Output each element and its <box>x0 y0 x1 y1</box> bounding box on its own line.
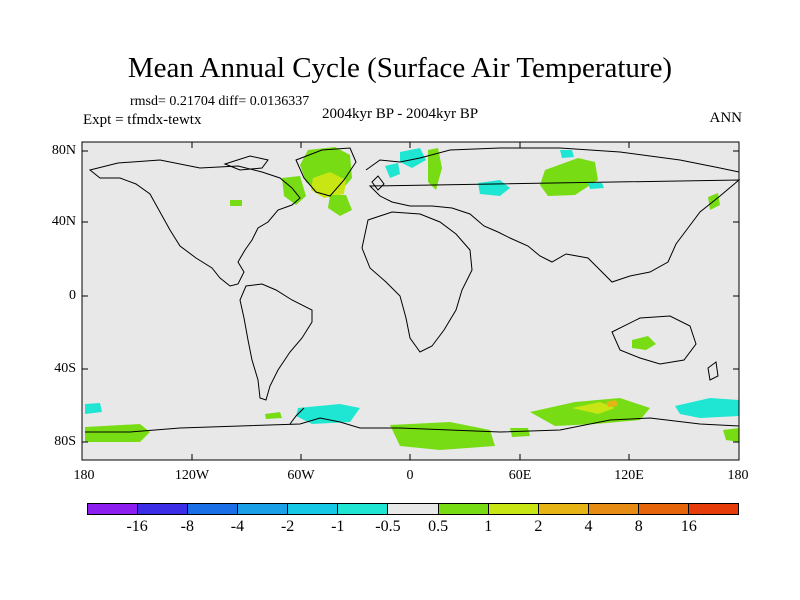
x-label-120w: 120W <box>174 468 210 483</box>
colorbar <box>87 503 739 515</box>
y-label-80s: 80S <box>54 434 76 449</box>
colorbar-segment <box>488 504 539 514</box>
coastline-africa <box>361 211 473 353</box>
anomaly-australia <box>632 336 656 350</box>
anomaly-antarctic-small <box>510 428 530 437</box>
colorbar-segment <box>338 504 389 514</box>
coastline-antarctic-peninsula <box>289 407 305 425</box>
anomaly-antarctic-peninsula-small <box>265 412 282 419</box>
anomaly-north-pacific <box>708 193 720 210</box>
colorbar-label: 0.5 <box>428 518 449 535</box>
colorbar-segment <box>138 504 189 514</box>
y-label-0: 0 <box>69 288 76 303</box>
anomaly-north-atlantic <box>328 195 352 216</box>
colorbar-segment <box>88 504 139 514</box>
colorbar-label: 2 <box>534 518 543 535</box>
coastline-canada-islands <box>223 155 269 171</box>
anomaly-south-pacific-cool <box>85 403 102 414</box>
x-label-180-left: 180 <box>73 468 95 483</box>
anomaly-east-asia <box>588 183 604 189</box>
colorbar-label: -16 <box>126 518 148 535</box>
coastline-north-america <box>88 159 301 287</box>
experiment-label: Expt = tfmdx-tewtx <box>83 112 202 128</box>
colorbar-segment <box>238 504 289 514</box>
anomaly-ross-sea <box>675 398 739 418</box>
y-label-40s: 40S <box>54 361 76 376</box>
period-label: 2004kyr BP - 2004kyr BP <box>322 106 479 122</box>
colorbar-label: -2 <box>280 518 295 535</box>
anomaly-antarctic-indian-warm <box>572 402 615 414</box>
colorbar-segment <box>438 504 489 514</box>
colorbar-segment <box>188 504 239 514</box>
coastline-britain <box>371 175 385 191</box>
colorbar-segment <box>538 504 589 514</box>
colorbar-label: -4 <box>230 518 245 535</box>
colorbar-label: 4 <box>584 518 593 535</box>
anomaly-antarctic-east-edge <box>723 428 739 442</box>
rmsd-diff-stats: rmsd= 0.21704 diff= 0.0136337 <box>130 94 310 109</box>
coastline-australia <box>611 315 697 365</box>
colorbar-segment <box>638 504 689 514</box>
colorbar-label: -1 <box>331 518 345 535</box>
coastline-greenland <box>295 147 357 197</box>
anomaly-scandinavia <box>385 163 400 178</box>
coastline-south-america <box>239 283 313 401</box>
anomaly-antarctic-strong-warm <box>606 400 618 407</box>
page-title: Mean Annual Cycle (Surface Air Temperatu… <box>127 52 673 84</box>
anomaly-nordic <box>428 148 442 190</box>
anomaly-north-america <box>230 200 242 206</box>
anomaly-weddell <box>296 404 360 424</box>
colorbar-label: -0.5 <box>375 518 401 535</box>
colorbar-segment <box>688 504 739 514</box>
colorbar-segment <box>388 504 439 514</box>
anomaly-antarctic-west <box>85 424 150 442</box>
colorbar-segment <box>588 504 639 514</box>
coastline-antarctica <box>85 417 740 433</box>
colorbar-label: 8 <box>634 518 643 535</box>
axis-ticks <box>82 142 739 460</box>
coastline-new-zealand <box>707 361 719 381</box>
anomaly-greenland-warm <box>311 172 346 198</box>
colorbar-label: 1 <box>484 518 493 535</box>
coastline-eurasia <box>365 147 741 283</box>
x-label-180-right: 180 <box>727 468 749 483</box>
x-label-120e: 120E <box>614 468 644 483</box>
anomaly-siberia-warm <box>540 158 598 196</box>
anomaly-patches <box>85 147 739 450</box>
anomaly-barents <box>400 148 426 168</box>
x-label-60e: 60E <box>508 468 532 483</box>
season-label: ANN <box>709 110 743 126</box>
colorbar-segment <box>288 504 339 514</box>
colorbar-label: 16 <box>680 518 697 535</box>
y-label-80n: 80N <box>51 143 76 158</box>
coastlines <box>85 147 741 433</box>
colorbar-label: -8 <box>180 518 194 535</box>
x-label-60w: 60W <box>287 468 315 483</box>
y-label-40n: 40N <box>51 214 76 229</box>
x-label-0: 0 <box>406 468 414 483</box>
anomaly-arctic-cool <box>560 150 574 158</box>
